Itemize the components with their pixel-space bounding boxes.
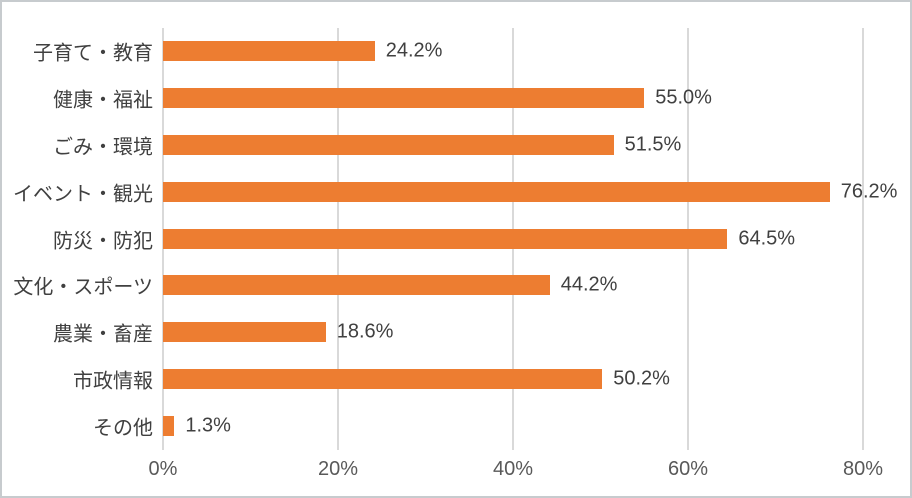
x-tick-label: 20% — [317, 458, 359, 480]
category-label: ごみ・環境 — [53, 136, 153, 159]
value-label: 51.5% — [624, 133, 682, 156]
value-label: 50.2% — [613, 367, 670, 390]
bar — [163, 181, 830, 202]
bar — [163, 368, 603, 389]
x-tick-label: 0% — [148, 458, 178, 480]
category-label: 防災・防犯 — [53, 230, 153, 253]
bar — [163, 228, 728, 249]
bar — [163, 88, 645, 109]
bar — [163, 322, 326, 343]
chart-row: ごみ・環境 51.5% — [2, 122, 910, 169]
value-label: 44.2% — [560, 273, 618, 296]
chart-row: 子育て・教育 24.2% — [2, 28, 910, 75]
bar — [163, 41, 375, 62]
category-label: 市政情報 — [73, 370, 153, 393]
value-label: 64.5% — [738, 227, 796, 250]
x-tick-label: 80% — [842, 458, 884, 480]
gridline — [862, 28, 864, 450]
chart-row: 市政情報 50.2% — [2, 355, 910, 402]
chart-row: イベント・観光 76.2% — [2, 168, 910, 215]
category-label: 文化・スポーツ — [13, 276, 153, 299]
chart-row: 農業・畜産 18.6% — [2, 309, 910, 356]
x-tick-label: 40% — [492, 458, 534, 480]
value-label: 76.2% — [840, 180, 898, 203]
chart-row: 健康・福祉 55.0% — [2, 75, 910, 122]
bar — [163, 275, 550, 296]
value-label: 55.0% — [655, 86, 712, 109]
value-label: 24.2% — [385, 39, 443, 62]
chart-row: 防災・防犯 64.5% — [2, 215, 910, 262]
x-axis: 0% 20% 40% 60% 80% — [2, 458, 910, 492]
chart-row: 文化・スポーツ 44.2% — [2, 262, 910, 309]
category-label: 農業・畜産 — [53, 323, 153, 346]
value-label: 1.3% — [185, 414, 231, 437]
value-label: 18.6% — [336, 320, 394, 343]
category-label: 健康・福祉 — [53, 89, 153, 112]
category-label: 子育て・教育 — [33, 42, 153, 65]
chart-row: その他 1.3% — [2, 402, 910, 449]
bar — [163, 415, 175, 436]
x-tick-label: 60% — [667, 458, 709, 480]
category-label: その他 — [93, 417, 153, 440]
chart-rows: 子育て・教育 24.2% 健康・福祉 55.0% ごみ・環境 51.5% イベント・観光 76… — [2, 28, 910, 449]
bar — [163, 134, 614, 155]
category-label: イベント・観光 — [13, 183, 153, 206]
